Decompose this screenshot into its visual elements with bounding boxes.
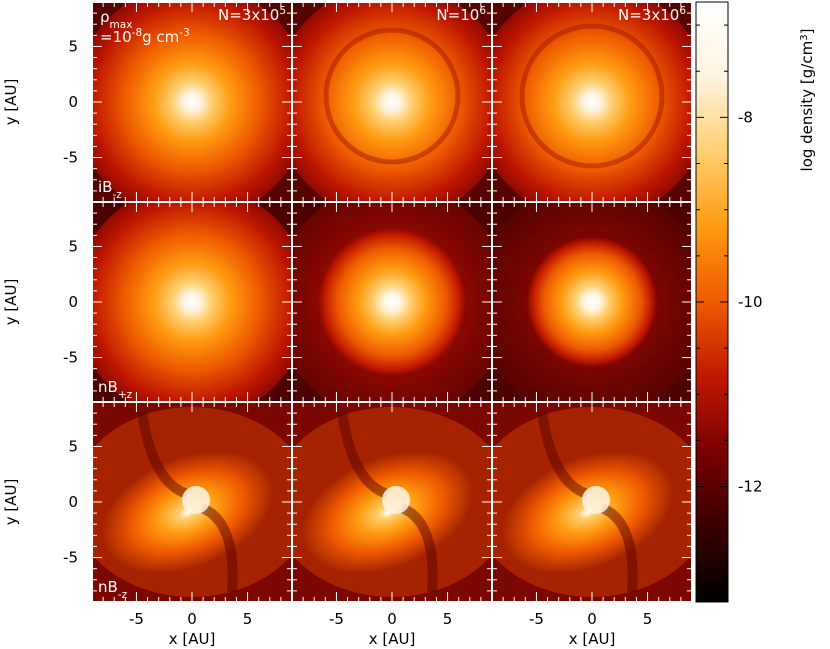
colorbar-tick-label: -10 <box>738 293 763 311</box>
colorbar-label: log density [g/cm3] <box>798 29 816 172</box>
core-density <box>492 202 692 402</box>
column-label: N=3x106 <box>618 5 686 24</box>
y-tick-label: 5 <box>68 37 78 55</box>
dark-arm-lower <box>599 503 638 593</box>
rho-max-label: ρmax <box>100 8 132 31</box>
colorbar: -8 -10 -12 log density [g/cm3] <box>695 1 816 603</box>
y-tick-label: 0 <box>68 293 78 311</box>
panel-ticks <box>92 202 292 402</box>
dark-arm-upper <box>337 411 389 499</box>
core-density <box>92 202 292 402</box>
shell-ring <box>519 23 665 169</box>
panel-r2-c2 <box>292 202 492 402</box>
y-tick-label: -5 <box>63 149 78 167</box>
colorbar-tick-label: -12 <box>738 478 763 496</box>
panel-r2-c1 <box>92 202 292 402</box>
column-label: N=3x105 <box>218 5 286 24</box>
dark-arm-upper <box>537 411 589 499</box>
panel-ticks <box>492 402 692 602</box>
panel-r3-c3 <box>492 402 692 602</box>
panel-ticks <box>292 202 492 402</box>
rho-max-value: =10-8g cm-3 <box>100 27 190 46</box>
axes-layer: N=3x105 N=106 N=3x106 iB-z nB+z nB-z ρmax=10-8… <box>2 5 686 648</box>
x-axis-label: x [AU] <box>369 630 416 648</box>
row-label: nB+z <box>98 378 133 401</box>
core-density <box>582 486 610 514</box>
x-axis-label: x [AU] <box>169 630 216 648</box>
x-tick-label: 0 <box>587 610 597 628</box>
x-tick-label: -5 <box>529 610 544 628</box>
y-tick-label: -5 <box>63 349 78 367</box>
y-axis-label: y [AU] <box>2 279 20 326</box>
row-label: nB-z <box>98 578 128 601</box>
dark-arm-lower <box>399 503 438 593</box>
x-tick-label: -5 <box>329 610 344 628</box>
core-density <box>182 486 210 514</box>
panel-ticks <box>292 2 492 202</box>
panel-ticks <box>492 202 692 402</box>
y-axis-label: y [AU] <box>2 479 20 526</box>
y-tick-label: 0 <box>68 493 78 511</box>
x-tick-label: 0 <box>387 610 397 628</box>
dark-arm-lower <box>199 503 238 593</box>
panel-grid <box>92 2 692 602</box>
shell-ring <box>323 27 461 165</box>
column-label: N=106 <box>436 5 486 24</box>
panel-ticks <box>92 402 292 602</box>
x-tick-label: 5 <box>443 610 453 628</box>
x-axis-label: x [AU] <box>569 630 616 648</box>
panel-r3-c2 <box>292 402 492 602</box>
y-tick-label: -5 <box>63 549 78 567</box>
x-tick-label: 5 <box>643 610 653 628</box>
dark-arm-upper <box>137 411 189 499</box>
panel-r1-c2 <box>292 2 492 202</box>
panel-ticks <box>492 2 692 202</box>
row-label: iB-z <box>98 178 122 201</box>
panel-ticks <box>92 2 292 202</box>
core-density <box>92 2 292 202</box>
x-tick-label: 0 <box>187 610 197 628</box>
panel-r2-c3 <box>492 202 692 402</box>
panel-r1-c1 <box>92 2 292 202</box>
y-tick-label: 5 <box>68 237 78 255</box>
panel-ticks <box>292 402 492 602</box>
y-tick-label: 0 <box>68 93 78 111</box>
x-tick-label: 5 <box>243 610 253 628</box>
panel-r1-c3 <box>492 2 692 202</box>
x-tick-label: -5 <box>129 610 144 628</box>
y-axis-label: y [AU] <box>2 79 20 126</box>
core-density <box>292 202 492 402</box>
core-density <box>382 486 410 514</box>
core-density <box>492 2 692 202</box>
y-tick-label: 5 <box>68 437 78 455</box>
colorbar-tick-label: -8 <box>738 108 753 126</box>
panel-r3-c1 <box>92 402 292 602</box>
